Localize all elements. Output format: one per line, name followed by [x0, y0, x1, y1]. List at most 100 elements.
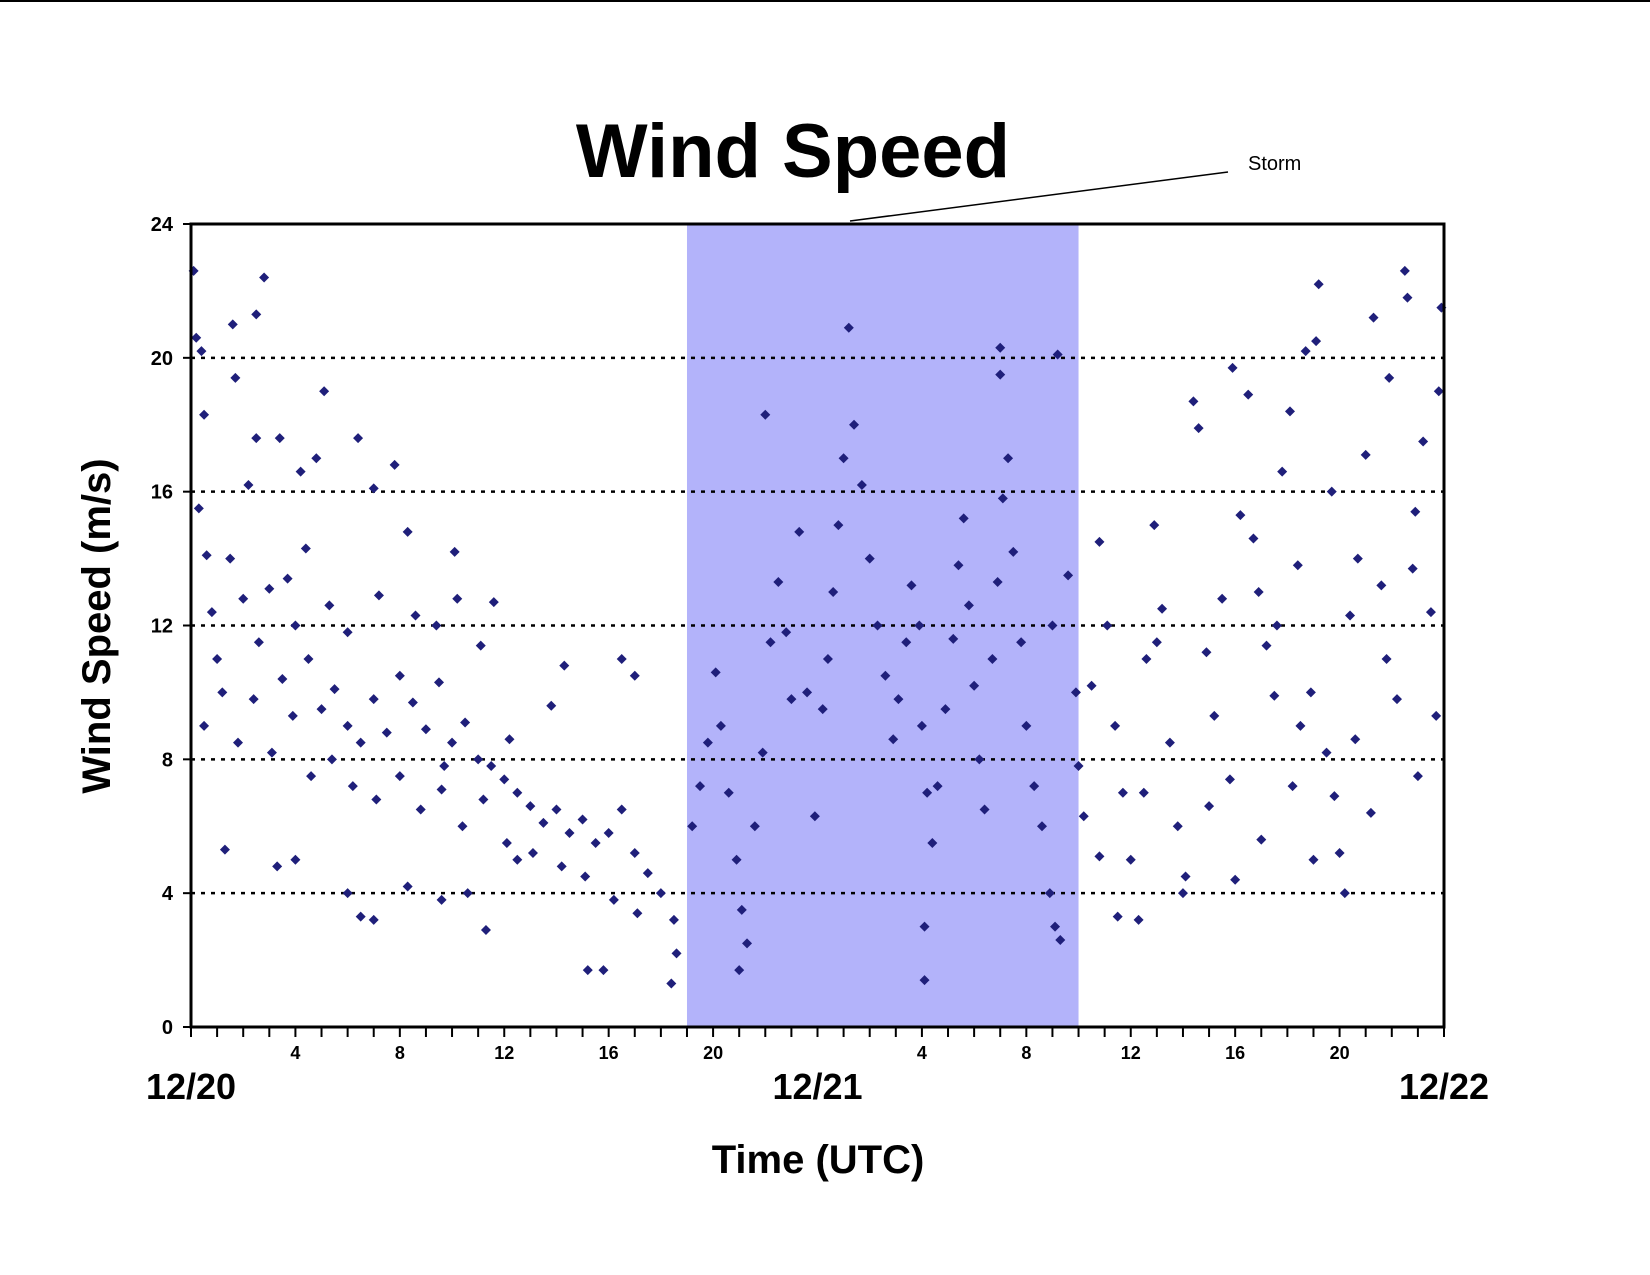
data-point [843, 322, 854, 333]
data-point [431, 620, 442, 631]
data-point [1209, 710, 1220, 721]
data-point [765, 637, 776, 648]
data-point [319, 386, 330, 397]
data-point [272, 861, 283, 872]
data-point [958, 513, 969, 524]
data-point [616, 804, 627, 815]
data-point [290, 854, 301, 865]
data-point [371, 794, 382, 805]
data-point [817, 704, 828, 715]
data-point [598, 965, 609, 976]
data-point [1157, 603, 1168, 614]
x-tick-label: 20 [1330, 1043, 1350, 1063]
data-point [227, 319, 238, 330]
data-point [864, 553, 875, 564]
data-point [668, 914, 679, 925]
data-point [1125, 854, 1136, 865]
data-point [480, 924, 491, 935]
data-point [191, 332, 202, 343]
data-point [439, 761, 450, 772]
data-point [872, 620, 883, 631]
data-point [757, 747, 768, 758]
y-axis-label: Wind Speed (m/s) [75, 458, 119, 793]
data-point [447, 737, 458, 748]
data-point [1094, 851, 1105, 862]
y-tick-label: 0 [162, 1017, 173, 1039]
data-point [932, 781, 943, 792]
data-point [671, 948, 682, 959]
data-point [355, 911, 366, 922]
data-point [1063, 570, 1074, 581]
y-tick-label: 12 [151, 616, 173, 638]
data-point [1407, 563, 1418, 574]
data-point [995, 369, 1006, 380]
data-point [501, 837, 512, 848]
data-point [948, 633, 959, 644]
data-point [512, 854, 523, 865]
data-point [300, 543, 311, 554]
data-point [736, 904, 747, 915]
data-point [329, 684, 340, 695]
data-point [1036, 821, 1047, 832]
data-point [551, 804, 562, 815]
data-point [1425, 607, 1436, 618]
data-point [475, 640, 486, 651]
data-point [225, 553, 236, 564]
data-point [1133, 914, 1144, 925]
data-point [303, 653, 314, 664]
data-point [1253, 587, 1264, 598]
data-point [1204, 801, 1215, 812]
data-point [608, 894, 619, 905]
data-point [1188, 396, 1199, 407]
data-point [368, 694, 379, 705]
data-point [1284, 406, 1295, 417]
data-point [901, 637, 912, 648]
data-point [1311, 336, 1322, 347]
data-point [488, 597, 499, 608]
data-point [282, 573, 293, 584]
data-point [992, 577, 1003, 588]
data-point [1292, 560, 1303, 571]
x-tick-label: 4 [290, 1043, 300, 1063]
data-point [462, 888, 473, 899]
data-point [1399, 265, 1410, 276]
data-point [731, 854, 742, 865]
y-tick-label: 24 [151, 214, 174, 236]
data-point [642, 868, 653, 879]
data-point [1016, 637, 1027, 648]
data-point [1248, 533, 1259, 544]
data-point [715, 720, 726, 731]
data-point [499, 774, 510, 785]
data-point [1339, 888, 1350, 899]
data-point [1172, 821, 1183, 832]
x-tick-label: 8 [395, 1043, 405, 1063]
data-point [1326, 486, 1337, 497]
x-tick-label: 12 [1121, 1043, 1141, 1063]
data-point [749, 821, 760, 832]
data-point [742, 938, 753, 949]
data-point [1235, 510, 1246, 521]
data-point [809, 811, 820, 822]
data-point [760, 409, 771, 420]
data-point [794, 526, 805, 537]
data-point [995, 342, 1006, 353]
data-point [1334, 848, 1345, 859]
data-point [287, 710, 298, 721]
data-point [199, 409, 210, 420]
x-axis-label: Time (UTC) [712, 1138, 925, 1182]
data-point [969, 680, 980, 691]
data-point [1073, 761, 1084, 772]
data-point [1102, 620, 1113, 631]
data-point [1256, 834, 1267, 845]
data-point [802, 687, 813, 698]
data-point [1230, 874, 1241, 885]
data-point [916, 720, 927, 731]
data-point [436, 894, 447, 905]
data-point [1300, 346, 1311, 357]
data-point [452, 593, 463, 604]
data-point [655, 888, 666, 899]
data-point [436, 784, 447, 795]
data-point [525, 801, 536, 812]
data-point [1305, 687, 1316, 698]
data-point [974, 754, 985, 765]
